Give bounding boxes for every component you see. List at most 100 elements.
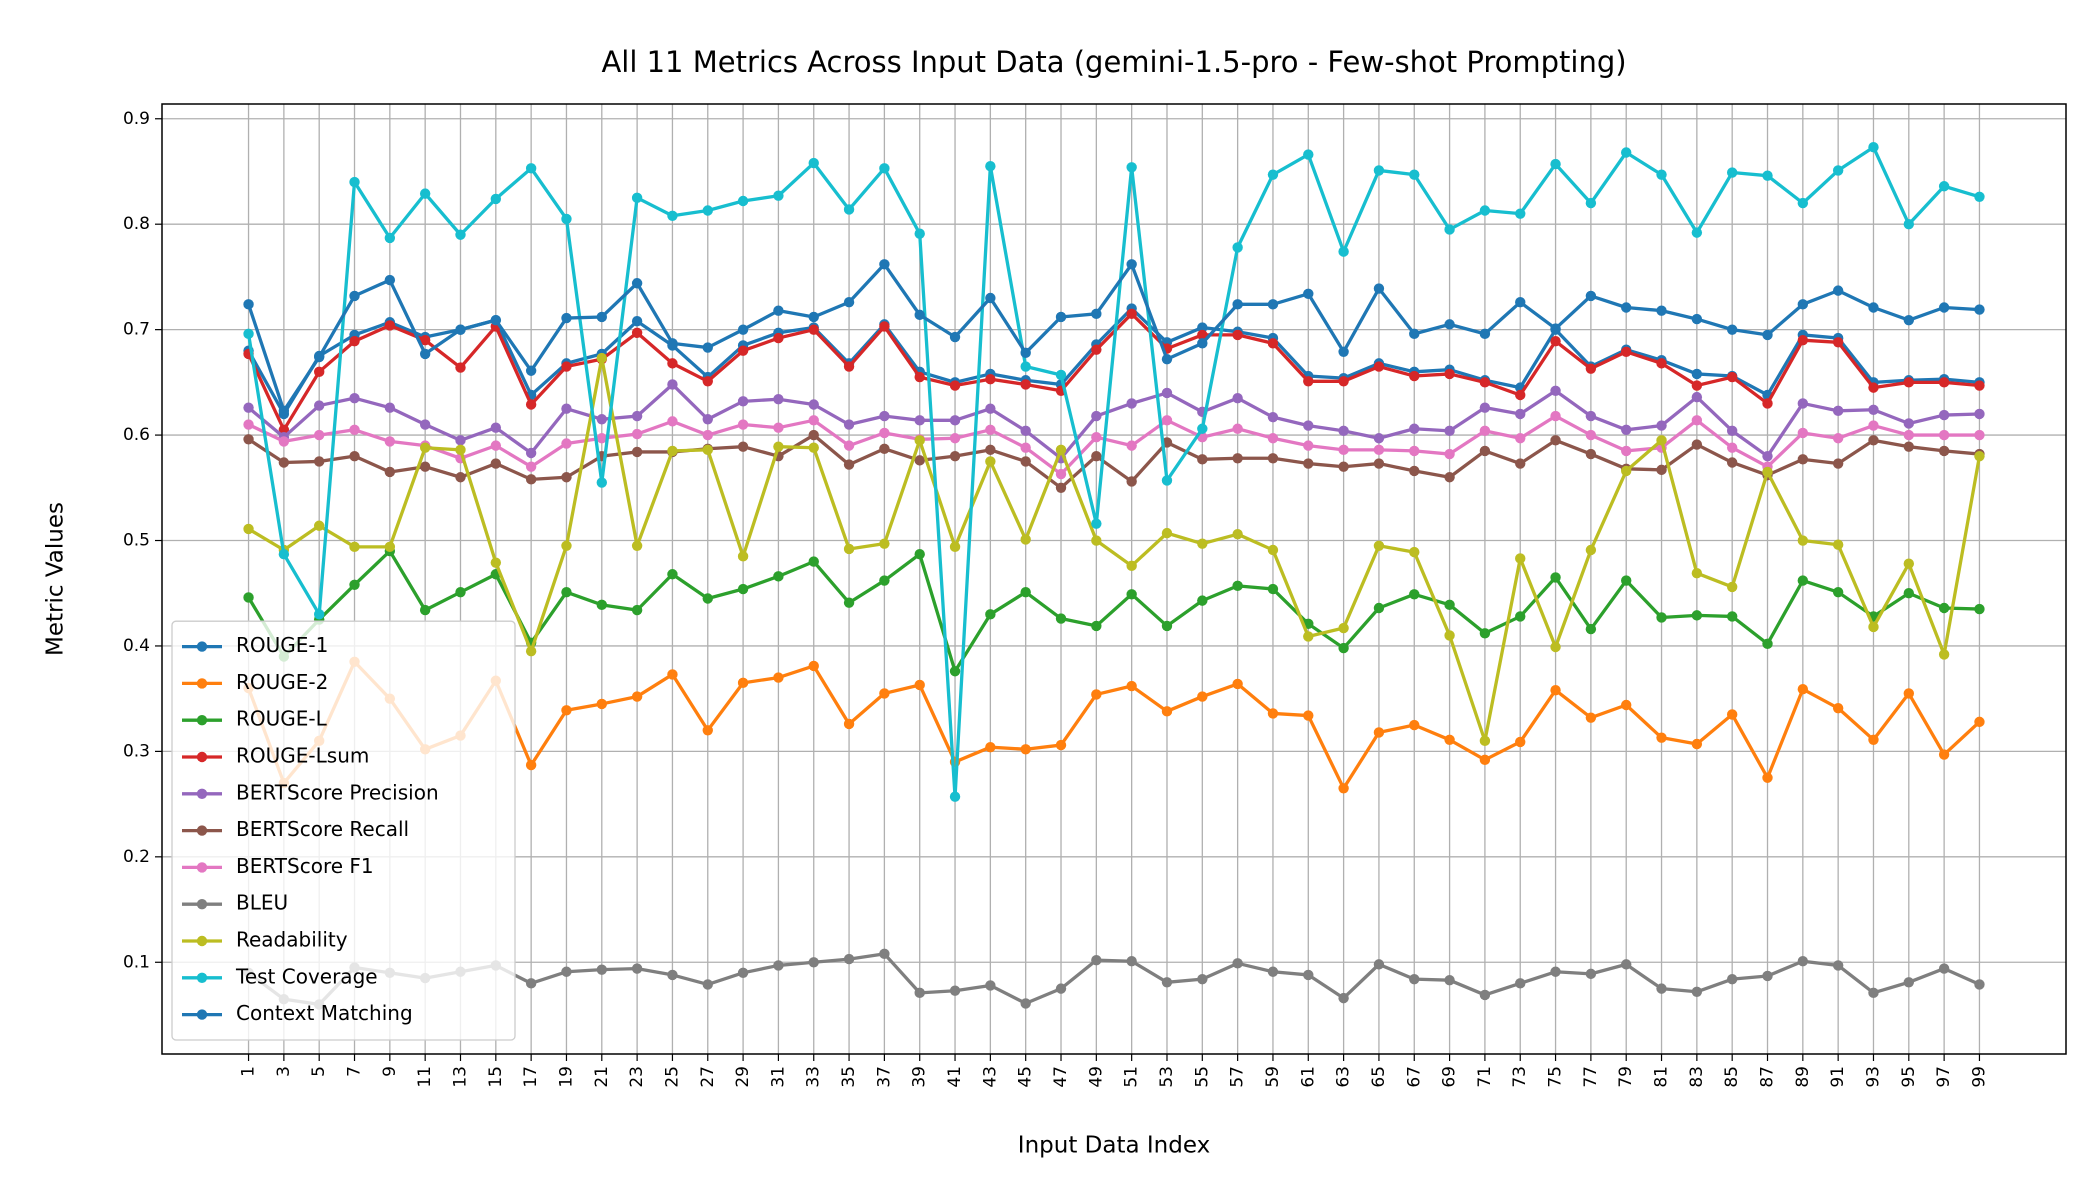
data-point <box>1515 408 1526 420</box>
data-point <box>1373 361 1385 372</box>
x-tick-label: 73 <box>1510 1066 1530 1088</box>
data-point <box>1020 456 1031 467</box>
data-point <box>1938 181 1950 192</box>
data-point <box>349 392 360 404</box>
data-point <box>243 328 254 340</box>
data-point <box>1868 302 1879 313</box>
data-point <box>1974 429 1985 441</box>
data-point <box>1232 329 1243 341</box>
data-point <box>879 575 890 586</box>
data-point <box>561 540 572 551</box>
x-tick-label: 35 <box>839 1066 859 1088</box>
data-point <box>1621 699 1632 711</box>
data-point <box>1974 191 1985 202</box>
data-point <box>561 586 572 598</box>
y-tick-label: 0.2 <box>123 847 150 867</box>
data-point <box>843 440 855 451</box>
data-point <box>1691 738 1703 750</box>
data-point <box>1656 305 1667 316</box>
x-tick-label: 47 <box>1051 1066 1071 1088</box>
data-point <box>525 461 537 472</box>
legend-label: ROUGE-Lsum <box>236 744 369 768</box>
x-tick-label: 15 <box>486 1066 506 1088</box>
data-point <box>1197 973 1208 985</box>
data-point <box>1091 620 1102 632</box>
data-point <box>1020 586 1031 598</box>
data-point <box>313 429 325 441</box>
ticks: 0.10.20.30.40.50.60.70.80.91 3 5 7 9 11 13 15 17… <box>123 109 1990 1088</box>
data-point <box>1903 977 1915 988</box>
data-point <box>561 966 572 977</box>
data-point <box>1691 380 1703 391</box>
x-tick-label: 3 <box>274 1066 294 1077</box>
legend-label: BERTScore Recall <box>236 817 409 841</box>
legend-marker <box>196 935 208 947</box>
legend-marker <box>196 751 208 763</box>
data-point <box>1197 454 1208 465</box>
data-point <box>1585 410 1597 422</box>
data-point <box>1373 165 1385 176</box>
data-point <box>843 419 855 430</box>
data-point <box>1020 361 1031 372</box>
data-point <box>985 609 996 620</box>
data-point <box>1621 302 1632 313</box>
x-tick-label: 31 <box>768 1066 788 1088</box>
data-point <box>1020 442 1031 453</box>
data-point <box>1409 465 1420 477</box>
data-point <box>914 987 925 999</box>
data-point <box>1232 958 1243 969</box>
data-point <box>1373 458 1385 469</box>
data-point <box>737 551 749 562</box>
legend-label: Readability <box>236 928 348 952</box>
data-point <box>455 472 466 483</box>
data-point <box>349 176 360 188</box>
legend-label: BLEU <box>236 891 288 915</box>
data-point <box>419 334 431 346</box>
data-point <box>949 415 961 426</box>
data-point <box>1868 734 1879 745</box>
series-line <box>247 382 1980 460</box>
data-point <box>914 549 925 560</box>
data-point <box>278 424 290 436</box>
data-point <box>1373 433 1385 444</box>
data-point <box>1656 612 1667 623</box>
y-tick-label: 0.3 <box>123 741 150 761</box>
data-point <box>879 688 890 699</box>
data-point <box>985 741 996 753</box>
data-point <box>419 461 431 472</box>
data-point <box>1585 363 1597 374</box>
data-point <box>1515 208 1526 219</box>
data-point <box>631 327 643 339</box>
data-point <box>1197 322 1208 333</box>
data-point <box>808 442 819 453</box>
data-point <box>631 192 643 204</box>
data-point <box>843 597 855 608</box>
data-point <box>773 441 784 452</box>
data-point <box>737 967 749 979</box>
data-point <box>525 365 537 376</box>
data-point <box>879 321 890 332</box>
data-point <box>1903 688 1915 699</box>
data-point <box>1621 147 1632 158</box>
data-point <box>1055 444 1067 456</box>
data-point <box>1691 368 1703 380</box>
data-point <box>1091 689 1102 700</box>
data-point <box>667 210 678 221</box>
data-point <box>1868 404 1879 415</box>
series-line <box>246 660 1981 790</box>
data-point <box>1232 678 1243 690</box>
data-point <box>1726 581 1738 593</box>
data-point <box>525 399 537 410</box>
data-point <box>1444 599 1455 611</box>
data-point <box>1232 580 1243 592</box>
data-point <box>1479 628 1491 639</box>
data-point <box>384 320 396 331</box>
data-point <box>1444 224 1455 235</box>
data-point <box>1868 142 1879 153</box>
data-point <box>808 957 819 968</box>
data-point <box>1161 475 1173 486</box>
data-point <box>808 324 819 335</box>
data-point <box>773 305 784 316</box>
data-point <box>278 405 290 417</box>
data-point <box>1020 998 1031 1009</box>
